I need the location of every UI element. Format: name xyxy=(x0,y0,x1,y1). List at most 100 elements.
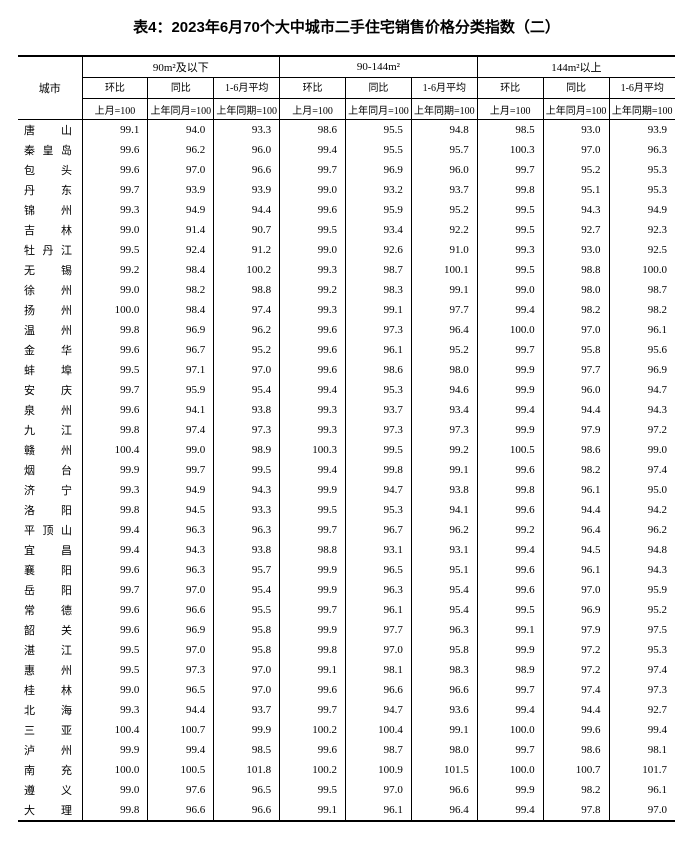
value-cell: 99.2 xyxy=(82,260,148,280)
value-cell: 100.4 xyxy=(82,720,148,740)
value-cell: 96.5 xyxy=(346,560,412,580)
value-cell: 95.7 xyxy=(411,140,477,160)
value-cell: 95.2 xyxy=(411,200,477,220)
value-cell: 97.0 xyxy=(148,160,214,180)
table-row: 泸 州99.999.498.599.698.798.099.798.698.1 xyxy=(18,740,675,760)
value-cell: 97.3 xyxy=(346,320,412,340)
city-cell: 牡丹江 xyxy=(18,240,82,260)
value-cell: 100.2 xyxy=(280,760,346,780)
city-cell: 南 充 xyxy=(18,760,82,780)
value-cell: 95.3 xyxy=(609,180,675,200)
city-cell: 岳 阳 xyxy=(18,580,82,600)
value-cell: 95.5 xyxy=(346,120,412,141)
city-cell: 蚌 埠 xyxy=(18,360,82,380)
table-row: 烟 台99.999.799.599.499.899.199.698.297.4 xyxy=(18,460,675,480)
table-row: 桂 林99.096.597.099.696.696.699.797.497.3 xyxy=(18,680,675,700)
value-cell: 99.6 xyxy=(280,360,346,380)
value-cell: 94.3 xyxy=(148,540,214,560)
base-prevmonth: 上月=100 xyxy=(82,99,148,120)
value-cell: 99.4 xyxy=(82,540,148,560)
value-cell: 98.4 xyxy=(148,300,214,320)
table-row: 岳 阳99.797.095.499.996.395.499.697.095.9 xyxy=(18,580,675,600)
value-cell: 99.4 xyxy=(280,140,346,160)
value-cell: 96.2 xyxy=(411,520,477,540)
table-row: 韶 关99.696.995.899.997.796.399.197.997.5 xyxy=(18,620,675,640)
value-cell: 99.6 xyxy=(82,560,148,580)
city-cell: 徐 州 xyxy=(18,280,82,300)
value-cell: 98.9 xyxy=(477,660,543,680)
value-cell: 97.6 xyxy=(148,780,214,800)
value-cell: 99.6 xyxy=(543,720,609,740)
value-cell: 94.9 xyxy=(609,200,675,220)
value-cell: 98.5 xyxy=(214,740,280,760)
value-cell: 95.9 xyxy=(609,580,675,600)
value-cell: 94.1 xyxy=(148,400,214,420)
value-cell: 95.4 xyxy=(214,380,280,400)
value-cell: 100.0 xyxy=(609,260,675,280)
value-cell: 96.5 xyxy=(148,680,214,700)
table-row: 南 充100.0100.5101.8100.2100.9101.5100.010… xyxy=(18,760,675,780)
value-cell: 96.3 xyxy=(214,520,280,540)
table-row: 唐 山99.194.093.398.695.594.898.593.093.9 xyxy=(18,120,675,141)
value-cell: 93.9 xyxy=(148,180,214,200)
sub-yoy: 同比 xyxy=(148,78,214,99)
value-cell: 99.7 xyxy=(82,380,148,400)
value-cell: 99.1 xyxy=(411,460,477,480)
table-row: 扬 州100.098.497.499.399.197.799.498.298.2 xyxy=(18,300,675,320)
value-cell: 99.3 xyxy=(280,420,346,440)
value-cell: 94.4 xyxy=(148,700,214,720)
value-cell: 97.0 xyxy=(609,800,675,821)
city-cell: 吉 林 xyxy=(18,220,82,240)
table-row: 安 庆99.795.995.499.495.394.699.996.094.7 xyxy=(18,380,675,400)
table-row: 金 华99.696.795.299.696.195.299.795.895.6 xyxy=(18,340,675,360)
city-cell: 平顶山 xyxy=(18,520,82,540)
value-cell: 100.0 xyxy=(477,760,543,780)
value-cell: 95.3 xyxy=(346,380,412,400)
value-cell: 97.7 xyxy=(411,300,477,320)
value-cell: 97.5 xyxy=(609,620,675,640)
table-row: 北 海99.394.493.799.794.793.699.494.492.7 xyxy=(18,700,675,720)
value-cell: 99.5 xyxy=(280,780,346,800)
value-cell: 96.7 xyxy=(346,520,412,540)
table-row: 赣 州100.499.098.9100.399.599.2100.598.699… xyxy=(18,440,675,460)
value-cell: 98.2 xyxy=(148,280,214,300)
value-cell: 96.4 xyxy=(543,520,609,540)
value-cell: 95.2 xyxy=(609,600,675,620)
value-cell: 99.7 xyxy=(477,740,543,760)
table-body: 唐 山99.194.093.398.695.594.898.593.093.9秦… xyxy=(18,120,675,822)
value-cell: 96.9 xyxy=(543,600,609,620)
value-cell: 96.3 xyxy=(346,580,412,600)
value-cell: 95.4 xyxy=(214,580,280,600)
value-cell: 98.0 xyxy=(411,740,477,760)
value-cell: 92.2 xyxy=(411,220,477,240)
value-cell: 99.7 xyxy=(148,460,214,480)
value-cell: 99.5 xyxy=(214,460,280,480)
value-cell: 97.4 xyxy=(609,460,675,480)
sub-mom: 环比 xyxy=(82,78,148,99)
value-cell: 99.9 xyxy=(82,740,148,760)
value-cell: 97.2 xyxy=(609,420,675,440)
value-cell: 96.9 xyxy=(148,320,214,340)
table-row: 锦 州99.394.994.499.695.995.299.594.394.9 xyxy=(18,200,675,220)
value-cell: 100.0 xyxy=(477,720,543,740)
price-index-table: 城市 90m²及以下 90-144m² 144m²以上 环比 同比 1-6月平均… xyxy=(18,55,675,822)
city-cell: 北 海 xyxy=(18,700,82,720)
value-cell: 92.7 xyxy=(609,700,675,720)
value-cell: 96.3 xyxy=(148,520,214,540)
value-cell: 96.5 xyxy=(214,780,280,800)
city-cell: 济 宁 xyxy=(18,480,82,500)
value-cell: 99.1 xyxy=(82,120,148,141)
table-row: 牡丹江99.592.491.299.092.691.099.393.092.5 xyxy=(18,240,675,260)
city-cell: 泸 州 xyxy=(18,740,82,760)
value-cell: 100.2 xyxy=(214,260,280,280)
value-cell: 90.7 xyxy=(214,220,280,240)
value-cell: 100.7 xyxy=(148,720,214,740)
value-cell: 96.6 xyxy=(411,780,477,800)
value-cell: 95.3 xyxy=(609,640,675,660)
value-cell: 97.4 xyxy=(543,680,609,700)
value-cell: 99.8 xyxy=(477,480,543,500)
value-cell: 99.8 xyxy=(82,320,148,340)
value-cell: 99.3 xyxy=(82,700,148,720)
value-cell: 96.2 xyxy=(214,320,280,340)
value-cell: 94.4 xyxy=(214,200,280,220)
